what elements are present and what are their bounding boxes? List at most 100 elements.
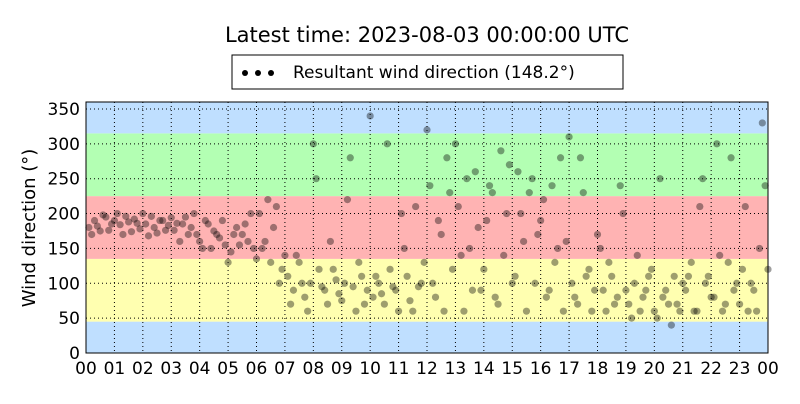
data-point xyxy=(142,220,150,228)
data-point xyxy=(221,241,229,249)
data-point xyxy=(701,279,710,287)
x-tick-label: 03 xyxy=(160,359,182,379)
data-point xyxy=(699,175,707,183)
data-point xyxy=(505,161,514,169)
data-point xyxy=(463,175,471,183)
y-tick-label: 0 xyxy=(69,344,80,364)
data-point xyxy=(326,237,334,246)
data-point xyxy=(335,290,343,298)
data-point xyxy=(346,154,354,162)
data-point xyxy=(548,182,556,190)
data-point xyxy=(636,307,644,315)
data-point xyxy=(318,283,326,291)
data-point xyxy=(622,286,630,294)
data-point xyxy=(278,265,286,273)
data-point xyxy=(673,300,681,308)
data-point xyxy=(494,300,502,308)
data-point xyxy=(133,219,141,227)
data-point xyxy=(571,293,579,301)
legend-marker xyxy=(255,70,261,76)
data-point xyxy=(718,307,727,315)
data-point xyxy=(713,140,721,148)
x-tick-label: 01 xyxy=(104,359,126,379)
data-point xyxy=(562,237,570,246)
data-point xyxy=(690,307,698,315)
data-point xyxy=(375,279,383,287)
data-point xyxy=(500,251,508,259)
data-point xyxy=(139,209,147,218)
data-point xyxy=(448,265,457,273)
data-point xyxy=(284,272,292,280)
data-point xyxy=(90,216,99,225)
data-point xyxy=(502,209,511,218)
data-point xyxy=(383,140,391,148)
data-point xyxy=(704,272,712,280)
data-point xyxy=(238,230,246,239)
x-tick-label: 10 xyxy=(359,359,381,379)
data-point xyxy=(173,219,181,227)
data-point xyxy=(247,209,255,218)
data-point xyxy=(721,300,729,308)
data-point xyxy=(613,293,621,301)
x-tick-label: 14 xyxy=(473,359,495,379)
x-tick-label: 00 xyxy=(75,359,97,379)
legend-label: Resultant wind direction (148.2°) xyxy=(293,63,575,83)
data-point xyxy=(588,307,596,315)
data-point xyxy=(312,175,320,183)
data-point xyxy=(656,175,664,183)
data-point xyxy=(164,221,173,230)
data-point xyxy=(420,258,428,266)
data-point xyxy=(693,307,701,315)
y-tick-label: 100 xyxy=(48,274,80,294)
data-point xyxy=(116,221,124,229)
data-point xyxy=(136,225,144,233)
data-point xyxy=(127,228,136,236)
data-point xyxy=(304,307,312,315)
data-point xyxy=(727,154,735,162)
data-point xyxy=(716,251,724,259)
data-point xyxy=(724,258,732,266)
data-point xyxy=(414,283,423,291)
data-point xyxy=(187,223,195,232)
data-point xyxy=(517,209,525,218)
x-tick-label: 06 xyxy=(246,359,268,379)
data-point xyxy=(647,265,656,273)
data-point xyxy=(645,272,653,280)
data-point xyxy=(343,196,352,204)
data-point xyxy=(338,297,346,305)
data-point xyxy=(147,212,155,220)
data-point xyxy=(642,286,650,294)
data-point xyxy=(625,300,633,308)
data-point xyxy=(107,220,116,228)
data-point xyxy=(366,112,374,120)
data-point xyxy=(466,244,474,253)
x-tick-label: 11 xyxy=(388,359,410,379)
data-point xyxy=(298,279,306,287)
data-point xyxy=(457,251,465,259)
data-point xyxy=(233,223,241,232)
data-point xyxy=(471,168,479,176)
data-point xyxy=(235,241,244,249)
data-point xyxy=(332,276,340,284)
data-point xyxy=(735,300,744,308)
data-point xyxy=(355,258,363,266)
y-tick-label: 50 xyxy=(58,309,80,329)
data-point xyxy=(696,202,704,211)
data-point xyxy=(440,307,448,315)
data-point xyxy=(559,307,568,315)
data-point xyxy=(488,189,496,197)
y-tick-label: 300 xyxy=(48,135,80,155)
data-point xyxy=(596,244,604,253)
data-point xyxy=(281,251,289,259)
data-point xyxy=(369,293,377,301)
data-point xyxy=(687,258,695,266)
data-point xyxy=(258,244,266,253)
data-point xyxy=(565,133,573,141)
data-point xyxy=(747,279,755,287)
data-point xyxy=(224,258,232,266)
data-point xyxy=(707,293,715,301)
data-point xyxy=(630,279,639,287)
data-point xyxy=(110,216,119,225)
data-point xyxy=(628,314,636,322)
data-point xyxy=(574,300,582,308)
